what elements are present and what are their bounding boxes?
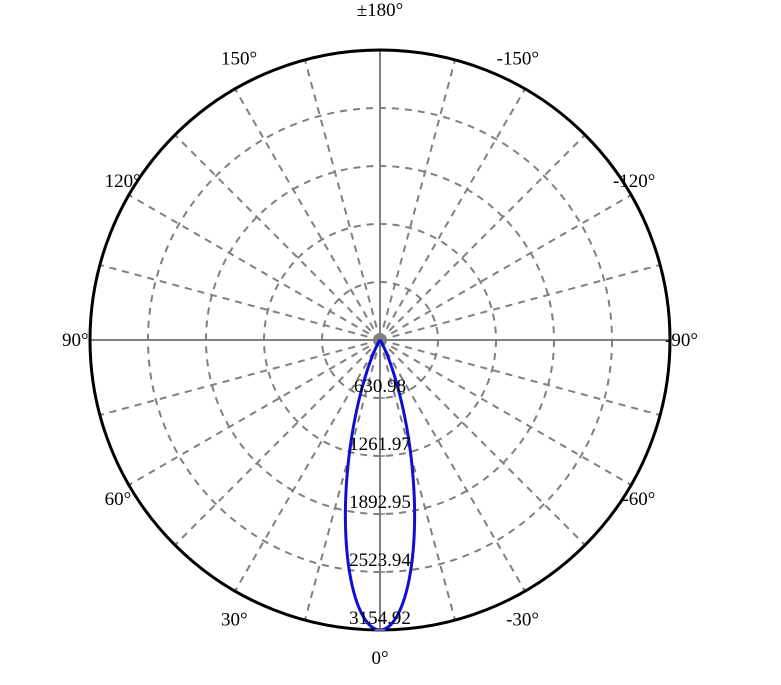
chart-bg (0, 0, 781, 685)
angle-label: 120° (105, 171, 141, 192)
angle-label: 30° (221, 609, 248, 630)
angle-label: 150° (221, 49, 257, 70)
angle-label: -30° (506, 609, 539, 630)
radial-tick-label: 1892.95 (349, 492, 411, 513)
angle-label: -90° (665, 330, 698, 351)
radial-tick-label: 3154.92 (349, 608, 411, 629)
angle-label: -150° (497, 49, 539, 70)
angle-label: 0° (371, 648, 388, 669)
radial-tick-label: 1261.97 (349, 434, 411, 455)
radial-tick-label: 2523.94 (349, 550, 411, 571)
angle-label: ±180° (357, 0, 404, 21)
angle-label: 90° (62, 330, 89, 351)
angle-label: -120° (613, 171, 655, 192)
angle-label: 60° (105, 489, 132, 510)
polar-chart: 630.98 1261.97 1892.95 2523.94 3154.92 0° 30° 6… (0, 0, 781, 685)
angle-label: -60° (622, 489, 655, 510)
radial-tick-label: 630.98 (354, 376, 406, 397)
